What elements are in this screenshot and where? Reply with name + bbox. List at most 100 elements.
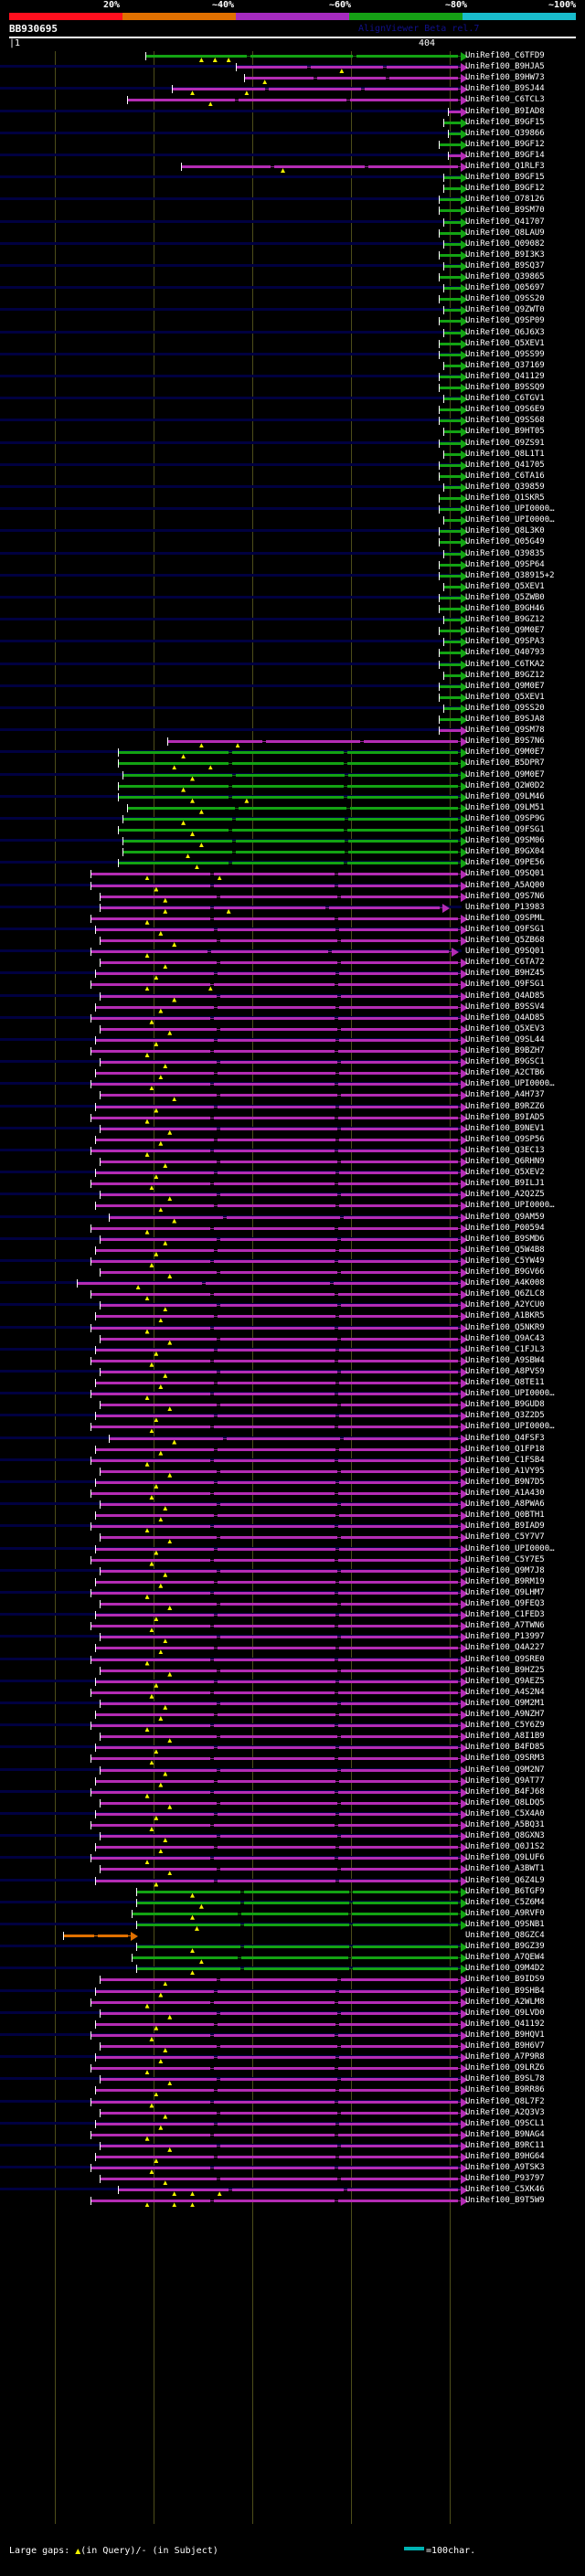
- alignment-row[interactable]: UniRef100_B9HW73: [0, 73, 585, 85]
- hsp-segment[interactable]: [211, 950, 329, 954]
- hsp-segment[interactable]: [348, 817, 458, 821]
- hsp-segment[interactable]: [238, 99, 346, 102]
- alignment-row[interactable]: UniRef100_B9IAD9: [0, 1521, 585, 1533]
- hsp-segment[interactable]: [217, 1315, 336, 1319]
- hsp-segment[interactable]: [214, 2067, 335, 2071]
- subject-id-label[interactable]: UniRef100_B9SHB4: [465, 1986, 545, 1996]
- hsp-segment[interactable]: [95, 1746, 214, 1750]
- hsp-segment[interactable]: [214, 2100, 335, 2104]
- hsp-segment[interactable]: [220, 1337, 337, 1341]
- hsp-segment[interactable]: [348, 851, 458, 854]
- alignment-row[interactable]: UniRef100_Q38915+2: [0, 571, 585, 581]
- hsp-segment[interactable]: [351, 1912, 458, 1915]
- hsp-segment[interactable]: [337, 2000, 458, 2004]
- hsp-segment[interactable]: [214, 906, 325, 909]
- subject-id-label[interactable]: UniRef100_B9ILJ1: [465, 1179, 545, 1189]
- hsp-segment[interactable]: [95, 1614, 214, 1617]
- hsp-segment[interactable]: [100, 1161, 217, 1163]
- hsp-segment[interactable]: [167, 740, 262, 744]
- hsp-segment[interactable]: [217, 2156, 336, 2158]
- subject-id-label[interactable]: UniRef100_B9IAD9: [465, 1521, 545, 1532]
- subject-id-label[interactable]: UniRef100_Q9ZWT0: [465, 305, 545, 315]
- alignment-row[interactable]: UniRef100_Q9FSG1: [0, 925, 585, 936]
- hsp-segment[interactable]: [316, 77, 386, 80]
- hsp-segment[interactable]: [95, 2122, 214, 2125]
- alignment-row[interactable]: UniRef100_Q9SNB1: [0, 1920, 585, 1931]
- subject-id-label[interactable]: UniRef100_Q9LUF6: [465, 1853, 545, 1863]
- alignment-row[interactable]: UniRef100_B9HZ45: [0, 969, 585, 981]
- hsp-segment[interactable]: [443, 485, 462, 489]
- hsp-segment[interactable]: [388, 77, 458, 80]
- alignment-row[interactable]: UniRef100_Q9SCL1: [0, 2119, 585, 2130]
- hsp-segment[interactable]: [341, 1569, 458, 1573]
- hsp-segment[interactable]: [95, 1382, 214, 1384]
- subject-id-label[interactable]: UniRef100_A4S2N4: [465, 1687, 545, 1697]
- hsp-segment[interactable]: [100, 1404, 217, 1407]
- hsp-segment[interactable]: [95, 1171, 214, 1175]
- hsp-segment[interactable]: [90, 1359, 211, 1362]
- alignment-row[interactable]: UniRef100_C6TCL3: [0, 95, 585, 107]
- hsp-segment[interactable]: [439, 419, 462, 423]
- subject-id-label[interactable]: UniRef100_C6TGV1: [465, 394, 545, 404]
- subject-id-label[interactable]: UniRef100_A2WLM8: [465, 1997, 545, 2007]
- hsp-segment[interactable]: [90, 1149, 211, 1152]
- hsp-segment[interactable]: [337, 884, 458, 887]
- alignment-row[interactable]: UniRef100_Q9M7J8: [0, 1566, 585, 1577]
- alignment-row[interactable]: UniRef100_B9HQV1: [0, 2030, 585, 2041]
- hsp-segment[interactable]: [100, 1503, 217, 1507]
- hsp-segment[interactable]: [341, 1404, 458, 1407]
- subject-id-label[interactable]: UniRef100_UPI0000…: [465, 504, 555, 514]
- hsp-segment[interactable]: [353, 1945, 458, 1949]
- subject-id-label[interactable]: UniRef100_Q9M2M1: [465, 1698, 545, 1708]
- hsp-segment[interactable]: [346, 829, 458, 832]
- subject-id-label[interactable]: UniRef100_Q5NKR9: [465, 1322, 545, 1332]
- subject-id-label[interactable]: UniRef100_B5DPR7: [465, 758, 545, 769]
- alignment-row[interactable]: UniRef100_B9GZ12: [0, 615, 585, 626]
- hsp-segment[interactable]: [95, 2056, 214, 2060]
- alignment-row[interactable]: UniRef100_Q09082: [0, 239, 585, 249]
- hsp-segment[interactable]: [100, 1469, 217, 1473]
- subject-id-label[interactable]: UniRef100_C1FSB4: [465, 1455, 545, 1465]
- alignment-row[interactable]: UniRef100_Q5XEV1: [0, 339, 585, 349]
- alignment-row[interactable]: UniRef100_Q41129: [0, 372, 585, 382]
- alignment-row[interactable]: UniRef100_UPI0000…: [0, 1422, 585, 1434]
- hsp-segment[interactable]: [100, 994, 217, 998]
- subject-id-label[interactable]: UniRef100_Q9M0E7: [465, 681, 545, 691]
- subject-id-label[interactable]: UniRef100_A9TSK3: [465, 2163, 545, 2173]
- alignment-row[interactable]: UniRef100_B9RM19: [0, 1577, 585, 1588]
- hsp-segment[interactable]: [232, 829, 344, 832]
- alignment-row[interactable]: UniRef100_Q8L3K0: [0, 526, 585, 537]
- subject-id-label[interactable]: UniRef100_Q9AT77: [465, 1776, 545, 1786]
- hsp-segment[interactable]: [341, 2045, 458, 2048]
- hsp-segment[interactable]: [100, 1768, 217, 1772]
- hsp-segment[interactable]: [439, 408, 462, 412]
- hsp-segment[interactable]: [339, 1171, 458, 1175]
- hsp-segment[interactable]: [356, 55, 458, 58]
- hsp-segment[interactable]: [217, 1105, 336, 1108]
- hsp-segment[interactable]: [439, 630, 462, 633]
- alignment-row[interactable]: UniRef100_Q9SS68: [0, 416, 585, 427]
- hsp-segment[interactable]: [90, 2067, 211, 2071]
- subject-id-label[interactable]: UniRef100_Q41705: [465, 460, 545, 470]
- hsp-segment[interactable]: [220, 1304, 337, 1308]
- alignment-row[interactable]: UniRef100_C5YW49: [0, 1256, 585, 1267]
- hsp-segment[interactable]: [131, 1956, 239, 1960]
- subject-id-label[interactable]: UniRef100_B9GF15: [465, 173, 545, 183]
- subject-id-label[interactable]: UniRef100_A2Q2Z5: [465, 1190, 545, 1200]
- hsp-segment[interactable]: [353, 1967, 458, 1971]
- hsp-segment[interactable]: [100, 2111, 217, 2115]
- hsp-segment[interactable]: [337, 1857, 458, 1860]
- alignment-row[interactable]: UniRef100_Q0J1S2: [0, 1842, 585, 1854]
- alignment-row[interactable]: UniRef100_Q8GXN3: [0, 1831, 585, 1843]
- hsp-segment[interactable]: [346, 751, 458, 755]
- subject-id-label[interactable]: UniRef100_B9T5W9: [465, 2196, 545, 2206]
- hsp-segment[interactable]: [100, 1801, 217, 1805]
- alignment-row[interactable]: UniRef100_Q1FP18: [0, 1445, 585, 1456]
- hsp-segment[interactable]: [217, 1514, 336, 1518]
- alignment-row[interactable]: UniRef100_C6TA72: [0, 958, 585, 970]
- subject-id-label[interactable]: UniRef100_B9SSV4: [465, 1002, 545, 1012]
- hsp-segment[interactable]: [217, 1415, 336, 1418]
- hsp-segment[interactable]: [217, 1879, 336, 1882]
- hsp-segment[interactable]: [274, 165, 365, 168]
- hsp-segment[interactable]: [117, 829, 229, 832]
